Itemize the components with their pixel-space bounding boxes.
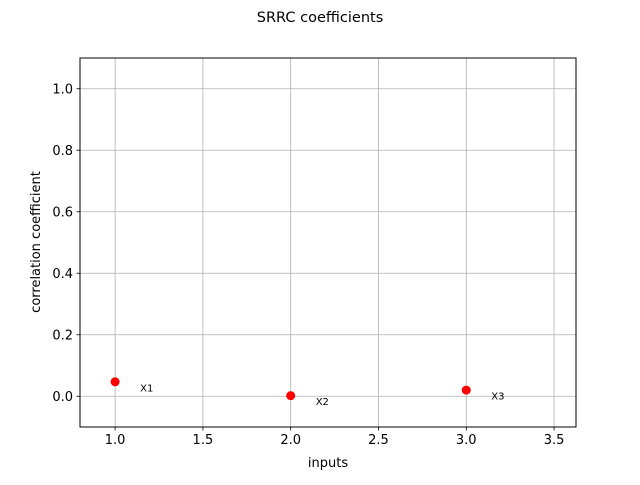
data-point-label: X1 xyxy=(140,383,153,394)
x-tick-label: 1.0 xyxy=(105,433,126,448)
data-point-label: X2 xyxy=(316,397,329,408)
plot-frame xyxy=(79,57,577,428)
chart-title: SRRC coefficients xyxy=(257,10,384,26)
y-tick-label: 1.0 xyxy=(52,82,73,97)
x-axis-ticks: 1.0 1.5 2.0 2.5 3.0 3.5 xyxy=(105,427,565,448)
data-point xyxy=(286,391,296,401)
x-tick-label: 2.5 xyxy=(368,433,389,448)
grid xyxy=(80,58,576,427)
y-axis-ticks: 0.0 0.2 0.4 0.6 0.8 1.0 xyxy=(52,82,80,405)
data-point xyxy=(461,385,471,395)
x-axis-label: inputs xyxy=(308,456,348,471)
x-tick-label: 3.5 xyxy=(544,433,565,448)
y-axis-label: correlation coefficient xyxy=(29,171,44,313)
y-tick-label: 0.8 xyxy=(52,144,73,159)
data-point-label: X3 xyxy=(491,392,504,403)
data-point xyxy=(110,377,120,387)
x-tick-label: 2.0 xyxy=(280,433,301,448)
x-tick-label: 1.5 xyxy=(193,433,214,448)
y-tick-label: 0.6 xyxy=(52,205,73,220)
data-points: X1 X2 X3 xyxy=(110,377,504,408)
y-tick-label: 0.4 xyxy=(52,267,73,282)
x-tick-label: 3.0 xyxy=(456,433,477,448)
y-tick-label: 0.0 xyxy=(52,390,73,405)
y-tick-label: 0.2 xyxy=(52,328,73,343)
